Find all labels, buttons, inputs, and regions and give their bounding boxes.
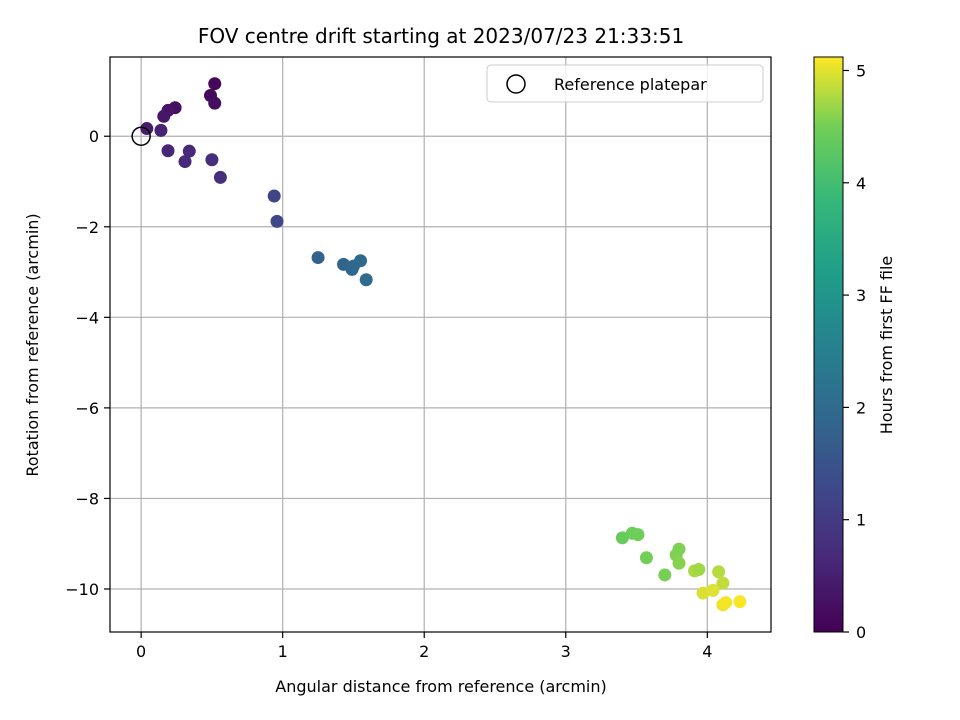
data-point bbox=[658, 568, 672, 582]
y-axis-ticks: 0 −2 −4 −6 −8 −10 bbox=[65, 127, 110, 599]
data-point bbox=[157, 109, 171, 123]
data-point bbox=[696, 586, 710, 600]
data-point bbox=[154, 123, 168, 137]
legend-box bbox=[486, 64, 764, 103]
legend: Reference platepar bbox=[486, 64, 764, 103]
y-tick-label: −8 bbox=[75, 489, 99, 508]
data-point bbox=[270, 214, 284, 228]
data-point bbox=[267, 189, 281, 203]
x-tick-label: 3 bbox=[561, 642, 571, 661]
data-point bbox=[359, 273, 373, 287]
colorbar-tick-label: 2 bbox=[856, 398, 866, 417]
data-point bbox=[692, 563, 706, 577]
x-tick-label: 0 bbox=[136, 642, 146, 661]
colorbar-title: Hours from first FF file bbox=[877, 256, 896, 435]
chart-title: FOV centre drift starting at 2023/07/23 … bbox=[198, 24, 684, 48]
colorbar: 0 1 2 3 4 5 Hours from first FF file bbox=[813, 56, 896, 642]
colorbar-tick-label: 1 bbox=[856, 511, 866, 530]
data-point bbox=[161, 144, 175, 158]
plot-area: 0 1 2 3 4 0 −2 −4 −6 −8 −10 bbox=[65, 56, 772, 661]
y-tick-label: 0 bbox=[89, 127, 99, 146]
data-point bbox=[672, 542, 686, 556]
data-point bbox=[712, 565, 726, 579]
y-tick-label: −10 bbox=[65, 580, 99, 599]
data-point bbox=[354, 254, 368, 268]
x-tick-label: 4 bbox=[702, 642, 712, 661]
colorbar-ticks: 0 1 2 3 4 5 bbox=[843, 61, 866, 642]
data-point bbox=[672, 556, 686, 570]
plot-border bbox=[109, 56, 772, 633]
data-point bbox=[716, 576, 730, 590]
y-axis-title: Rotation from reference (arcmin) bbox=[23, 213, 42, 476]
colorbar-gradient bbox=[813, 56, 844, 633]
data-point bbox=[733, 595, 747, 609]
data-point bbox=[208, 77, 222, 91]
data-point bbox=[706, 583, 720, 597]
colorbar-tick-label: 0 bbox=[856, 623, 866, 642]
x-axis-ticks: 0 1 2 3 4 bbox=[136, 632, 712, 661]
data-point bbox=[311, 251, 325, 265]
data-point bbox=[182, 144, 196, 158]
colorbar-tick-label: 4 bbox=[856, 174, 866, 193]
plot-frame bbox=[110, 57, 771, 632]
grid-lines bbox=[110, 57, 771, 632]
data-points bbox=[140, 77, 747, 612]
colorbar-tick-label: 5 bbox=[856, 61, 866, 80]
data-point bbox=[208, 96, 222, 110]
x-tick-label: 2 bbox=[419, 642, 429, 661]
data-point bbox=[205, 153, 219, 167]
legend-entry-reference-platepar: Reference platepar bbox=[554, 75, 707, 94]
x-tick-label: 1 bbox=[278, 642, 288, 661]
reference-platepar-point bbox=[131, 126, 151, 146]
data-point bbox=[639, 551, 653, 565]
data-point bbox=[719, 596, 733, 610]
y-tick-label: −4 bbox=[75, 308, 99, 327]
y-tick-label: −2 bbox=[75, 218, 99, 237]
data-point bbox=[631, 528, 645, 542]
data-point bbox=[178, 155, 192, 169]
x-axis-title: Angular distance from reference (arcmin) bbox=[275, 677, 606, 696]
legend-marker bbox=[506, 74, 526, 94]
colorbar-tick-label: 3 bbox=[856, 286, 866, 305]
data-point bbox=[615, 531, 629, 545]
y-tick-label: −6 bbox=[75, 399, 99, 418]
data-point bbox=[213, 170, 227, 184]
